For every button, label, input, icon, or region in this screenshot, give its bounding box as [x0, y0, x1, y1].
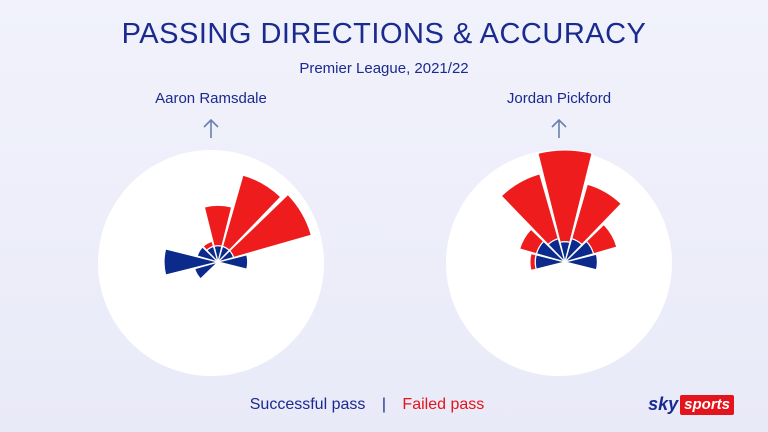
successful-bar — [217, 254, 249, 270]
successful-bar — [535, 240, 566, 263]
successful-bar — [564, 240, 595, 263]
arrow-up-icon — [203, 118, 219, 138]
legend-separator: | — [381, 396, 386, 413]
logo-sports: sports — [680, 394, 734, 415]
logo-sky: sky — [648, 394, 679, 414]
legend: Successful pass | Failed pass — [0, 396, 734, 414]
radial-chart-right — [500, 149, 623, 272]
player-name-left: Aaron Ramsdale — [155, 90, 267, 107]
chart-title: PASSING DIRECTIONS & ACCURACY — [121, 18, 647, 50]
successful-bar — [193, 261, 219, 280]
sky-sports-logo: sky sports — [648, 394, 734, 415]
legend-successful: Successful pass — [249, 396, 366, 413]
successful-bar — [564, 237, 583, 263]
chart-subtitle: Premier League, 2021/22 — [299, 60, 469, 77]
player-name-right: Jordan Pickford — [506, 90, 612, 107]
successful-bar — [196, 246, 219, 263]
successful-bar — [547, 237, 566, 263]
successful-bar — [163, 248, 219, 276]
successful-bar — [564, 253, 598, 271]
successful-bar — [534, 254, 566, 270]
successful-bar — [559, 241, 571, 263]
legend-failed: Failed pass — [402, 396, 485, 413]
radial-chart-left — [163, 174, 313, 280]
arrow-up-icon — [551, 118, 567, 138]
